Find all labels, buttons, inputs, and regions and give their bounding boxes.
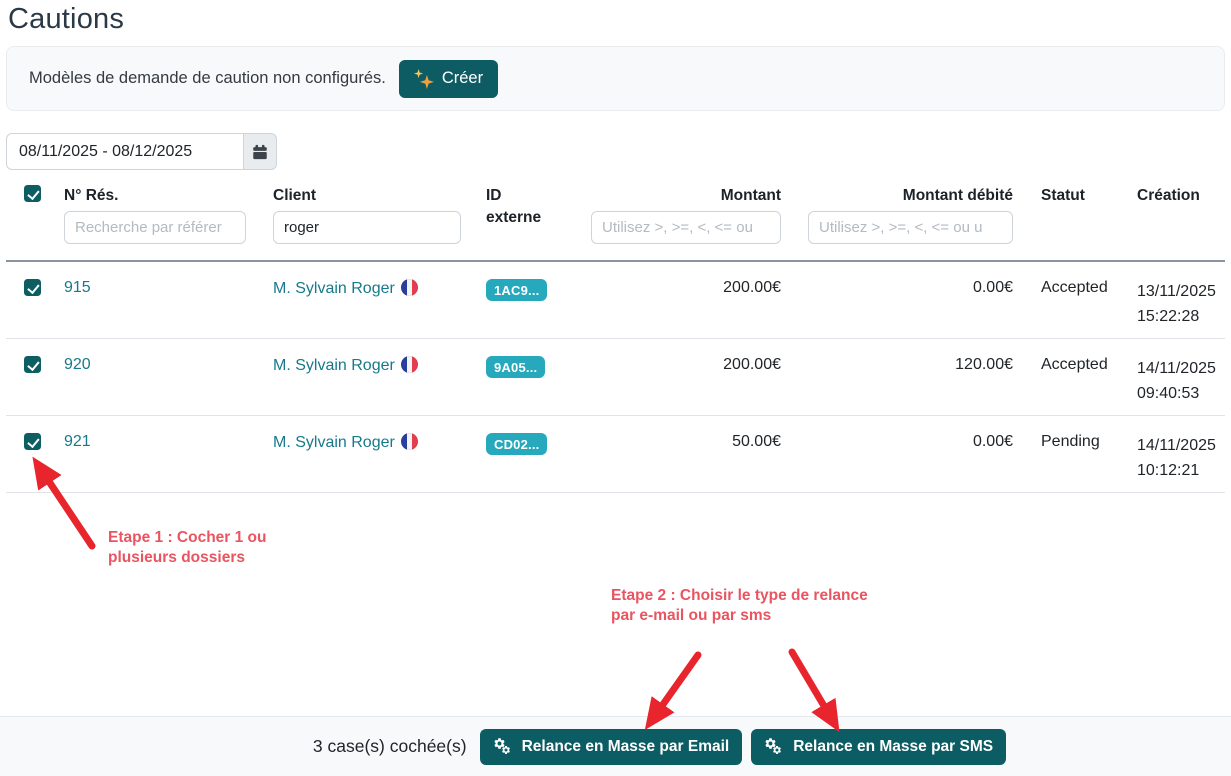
external-id-badge[interactable]: 1AC9... (486, 279, 548, 301)
external-id-badge[interactable]: CD02... (486, 433, 548, 455)
checked-count-label: 3 case(s) cochée(s) (312, 736, 467, 756)
reservation-link[interactable]: 915 (64, 279, 91, 296)
mass-sms-label: Relance en Masse par SMS (793, 737, 994, 755)
mass-email-label: Relance en Masse par Email (521, 737, 730, 755)
col-header-reservation: N° Rés. (64, 187, 119, 204)
amount-debited-value: 120.00€ (955, 356, 1013, 373)
col-header-amount-debited: Montant débité (902, 187, 1013, 204)
date-range-picker (6, 133, 277, 170)
external-id-badge[interactable]: 9A05... (486, 356, 546, 378)
client-link[interactable]: M. Sylvain Roger (273, 357, 395, 374)
row-checkbox[interactable] (24, 433, 41, 450)
created-value: 14/11/2025 09:40:53 (1137, 360, 1216, 402)
flag-fr-icon (400, 279, 418, 296)
amount-value: 200.00€ (723, 279, 781, 296)
amount-value: 50.00€ (732, 433, 781, 450)
amount-value: 200.00€ (723, 356, 781, 373)
amount-debited-value: 0.00€ (972, 433, 1013, 450)
col-header-client: Client (273, 187, 317, 204)
gears-icon (494, 738, 510, 754)
date-range-input[interactable] (6, 133, 243, 170)
amount-debited-filter-input[interactable] (808, 211, 1013, 244)
created-value: 14/11/2025 10:12:21 (1137, 437, 1216, 479)
reservation-link[interactable]: 921 (64, 433, 91, 450)
flag-fr-icon (400, 356, 418, 373)
table-row: 921 M. Sylvain Roger CD02... 50.00€ 0.00… (6, 416, 1225, 493)
row-checkbox[interactable] (24, 279, 41, 296)
col-header-external-id: ID externe (486, 187, 542, 226)
client-link[interactable]: M. Sylvain Roger (273, 280, 395, 297)
client-filter-input[interactable] (273, 211, 461, 244)
col-header-created: Création (1137, 187, 1200, 204)
table-row: 915 M. Sylvain Roger 1AC9... 200.00€ 0.0… (6, 262, 1225, 339)
client-link[interactable]: M. Sylvain Roger (273, 434, 395, 451)
gears-icon (765, 738, 782, 754)
step2-annotation: Etape 2 : Choisir le type de relance par… (611, 587, 868, 624)
cautions-table: N° Rés. Client ID externe Montant Montan… (6, 178, 1225, 493)
amount-debited-value: 0.00€ (972, 279, 1013, 296)
row-checkbox[interactable] (24, 356, 41, 373)
amount-filter-input[interactable] (591, 211, 781, 244)
status-value: Accepted (1041, 356, 1108, 373)
table-row: 920 M. Sylvain Roger 9A05... 200.00€ 120… (6, 339, 1225, 416)
reference-filter-input[interactable] (64, 211, 246, 244)
step2-arrow-sms (788, 648, 840, 733)
bulk-action-bar: 3 case(s) cochée(s) Relance en Masse par… (0, 716, 1231, 776)
create-button-label: Créer (441, 69, 484, 87)
reservation-link[interactable]: 920 (64, 356, 91, 373)
created-value: 13/11/2025 15:22:28 (1137, 283, 1216, 325)
table-header-row: N° Rés. Client ID externe Montant Montan… (6, 178, 1225, 262)
col-header-status: Statut (1041, 187, 1085, 204)
mass-sms-button[interactable]: Relance en Masse par SMS (751, 728, 1007, 765)
status-value: Accepted (1041, 279, 1108, 296)
select-all-checkbox[interactable] (24, 185, 41, 202)
col-header-amount: Montant (720, 187, 781, 204)
step1-annotation: Etape 1 : Cocher 1 ou plusieurs dossiers (108, 529, 267, 566)
create-button[interactable]: Créer (398, 59, 499, 98)
alert-message: Modèles de demande de caution non config… (29, 69, 386, 87)
sparkles-icon (413, 68, 434, 89)
mass-email-button[interactable]: Relance en Masse par Email (479, 728, 743, 765)
alert-banner: Modèles de demande de caution non config… (6, 46, 1225, 111)
page-title: Cautions (8, 3, 125, 35)
calendar-button[interactable] (243, 133, 277, 170)
flag-fr-icon (400, 433, 418, 450)
calendar-icon (253, 144, 267, 159)
step2-arrow-email (644, 651, 702, 730)
status-value: Pending (1041, 433, 1100, 450)
